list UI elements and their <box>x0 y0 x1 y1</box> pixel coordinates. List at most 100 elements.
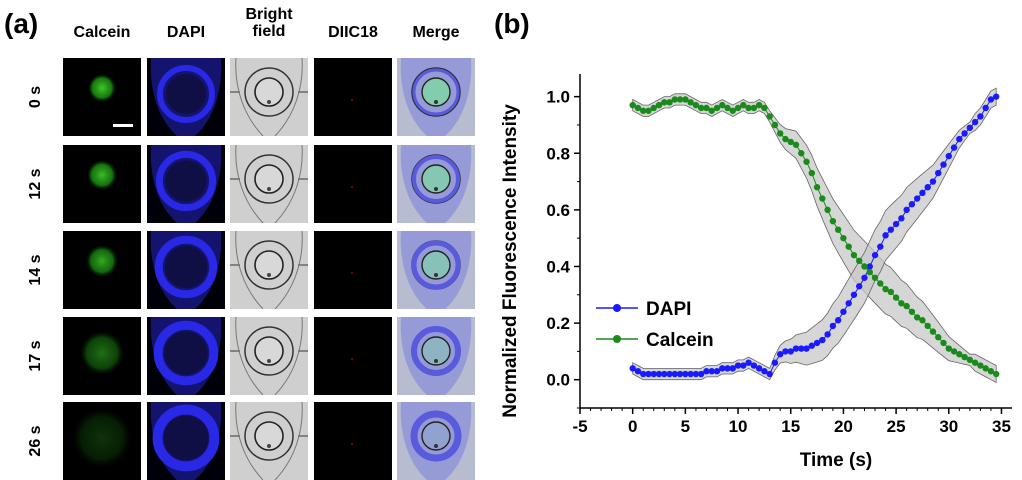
data-point-calcein <box>703 104 710 112</box>
image-tile-diic-row-4 <box>314 317 392 395</box>
legend-label-calcein: Calcein <box>646 330 714 351</box>
data-point-calcein <box>713 104 721 112</box>
image-tile-bright-row-1 <box>230 58 308 136</box>
data-point-calcein <box>813 184 821 191</box>
image-tile-merge-row-5 <box>397 402 475 480</box>
data-point-dapi <box>898 215 905 222</box>
data-point-calcein <box>871 274 879 281</box>
data-point-dapi <box>856 283 863 290</box>
data-point-calcein <box>829 217 837 225</box>
data-point-calcein <box>834 226 842 233</box>
data-point-calcein <box>908 308 916 315</box>
data-point-dapi <box>877 243 884 250</box>
calcein-error-band <box>632 93 997 384</box>
data-point-dapi <box>940 161 947 168</box>
row-label-3: 14 s <box>27 254 44 286</box>
image-tile-dapi-row-5 <box>147 402 225 480</box>
data-point-dapi <box>740 362 747 369</box>
data-point-dapi <box>671 370 679 378</box>
image-tile-calcein-row-2 <box>63 145 141 223</box>
data-point-calcein <box>640 107 647 114</box>
data-point-calcein <box>671 96 679 103</box>
image-tile-calcein-row-3 <box>63 231 141 309</box>
data-point-calcein <box>798 150 805 157</box>
data-point-calcein <box>824 206 831 214</box>
data-point-dapi <box>745 359 752 366</box>
data-point-calcein <box>682 96 689 103</box>
image-tile-bright-row-4 <box>230 317 308 395</box>
data-point-dapi <box>676 370 684 378</box>
image-tile-dapi-row-4 <box>147 317 225 395</box>
data-point-dapi <box>713 368 721 375</box>
image-tile-diic-row-1 <box>314 58 392 136</box>
image-tile-dapi-row-3 <box>147 231 225 309</box>
data-point-dapi <box>992 93 1000 100</box>
data-point-dapi <box>634 368 642 375</box>
data-point-dapi <box>808 342 816 349</box>
data-point-dapi <box>771 359 779 366</box>
data-point-calcein <box>956 351 963 358</box>
data-point-dapi <box>640 370 647 378</box>
y-tick-label: 1.0 <box>546 88 570 107</box>
data-point-dapi <box>724 365 731 372</box>
data-point-dapi <box>834 317 842 324</box>
data-point-calcein <box>966 356 974 364</box>
data-point-dapi <box>961 130 968 137</box>
image-tile-dapi-row-2 <box>147 145 225 223</box>
data-point-calcein <box>734 104 742 112</box>
data-point-calcein <box>787 138 794 146</box>
data-point-calcein <box>950 348 958 355</box>
data-point-calcein <box>924 322 931 330</box>
data-point-calcein <box>940 339 947 347</box>
row-label-2: 12 s <box>27 168 44 200</box>
x-tick-label: -5 <box>572 417 587 436</box>
data-point-dapi <box>798 345 805 352</box>
x-tick-label: 0 <box>628 417 637 436</box>
data-point-dapi <box>892 220 900 228</box>
data-point-dapi <box>882 232 889 239</box>
data-point-calcein <box>629 101 636 109</box>
y-tick-label: 0.2 <box>546 314 570 333</box>
data-point-dapi <box>655 370 663 378</box>
data-point-calcein <box>982 365 989 372</box>
column-header-3: Bright field <box>245 6 293 40</box>
data-point-calcein <box>961 353 968 361</box>
image-tile-diic-row-2 <box>314 145 392 223</box>
data-point-dapi <box>782 348 789 355</box>
data-point-calcein <box>913 314 921 321</box>
image-tile-merge-row-4 <box>397 317 475 395</box>
data-point-dapi <box>903 206 910 214</box>
data-point-dapi <box>766 370 773 378</box>
panel-b-label: (b) <box>494 8 530 39</box>
data-point-calcein <box>661 99 668 106</box>
data-point-dapi <box>966 124 974 131</box>
data-point-dapi <box>803 345 810 352</box>
data-point-dapi <box>729 365 736 372</box>
data-point-calcein <box>971 359 979 366</box>
data-point-calcein <box>655 101 663 109</box>
data-point-dapi <box>924 184 931 191</box>
data-point-dapi <box>824 331 831 338</box>
data-point-dapi <box>977 113 984 120</box>
row-label-1: 0 s <box>27 85 44 109</box>
data-point-dapi <box>871 251 879 259</box>
data-point-calcein <box>845 243 852 250</box>
image-tile-merge-row-1 <box>397 58 475 136</box>
data-point-dapi <box>750 362 758 369</box>
data-point-dapi <box>734 362 742 369</box>
data-point-dapi <box>645 370 652 378</box>
x-tick-label: 15 <box>781 417 800 436</box>
data-point-calcein <box>892 294 900 301</box>
data-point-calcein <box>708 107 715 114</box>
x-tick-label: 35 <box>992 417 1011 436</box>
data-point-dapi <box>908 201 916 208</box>
data-point-calcein <box>945 345 952 352</box>
x-axis-label: Time (s) <box>800 450 873 471</box>
data-point-calcein <box>803 158 810 165</box>
image-tile-calcein-row-1 <box>63 58 141 136</box>
data-point-dapi <box>919 189 926 197</box>
data-point-calcein <box>697 104 705 112</box>
data-point-dapi <box>661 370 668 378</box>
data-point-calcein <box>740 101 747 109</box>
y-tick-label: 0.4 <box>546 257 570 276</box>
